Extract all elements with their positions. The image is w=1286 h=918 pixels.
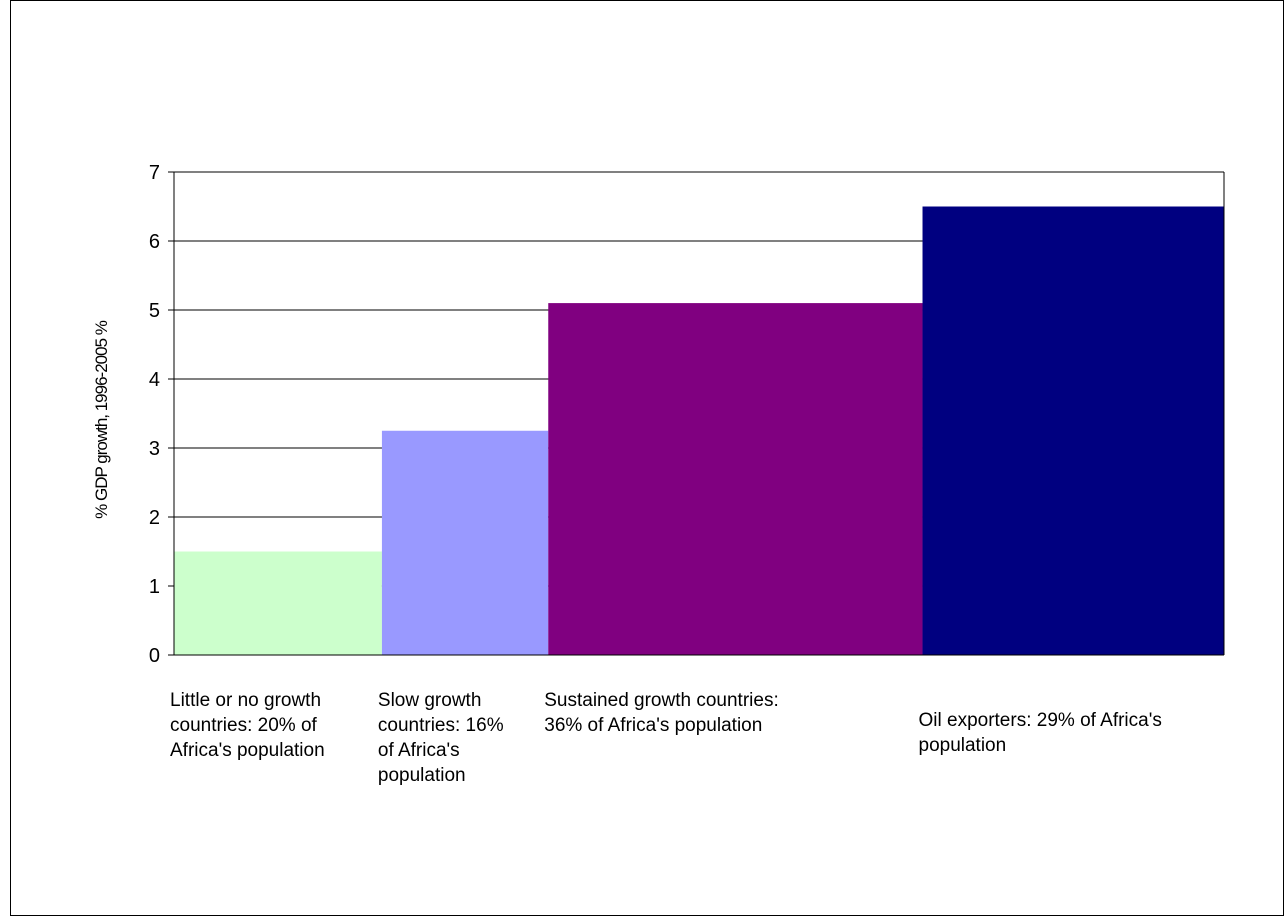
- y-tick-labels: 0 1 2 3 4 5 6 7: [149, 162, 160, 667]
- y-axis-label: % GDP growth, 1996-2005 %: [92, 320, 111, 519]
- y-tick-label: 2: [149, 507, 160, 529]
- axes: [168, 171, 1225, 656]
- bar: [381, 430, 549, 655]
- bar: [548, 303, 923, 655]
- y-tick-label: 0: [149, 645, 160, 667]
- x-category-label: Oil exporters: 29% of Africa's populatio…: [918, 710, 1162, 756]
- bar: [174, 551, 382, 655]
- y-tick-label: 1: [149, 576, 160, 598]
- bar: [922, 206, 1224, 655]
- y-tick-label: 4: [149, 369, 160, 391]
- x-category-label: Sustained growth countries: 36% of Afric…: [544, 690, 779, 736]
- y-tick-label: 7: [149, 162, 160, 184]
- x-category-label: Little or no growth countries: 20% of Af…: [170, 690, 325, 761]
- y-tick-label: 6: [149, 231, 160, 253]
- x-category-label: Slow growth countries: 16% of Africa's p…: [377, 690, 504, 786]
- y-tick-label: 5: [149, 300, 160, 322]
- bars: [174, 206, 1224, 655]
- y-tick-label: 3: [149, 438, 160, 460]
